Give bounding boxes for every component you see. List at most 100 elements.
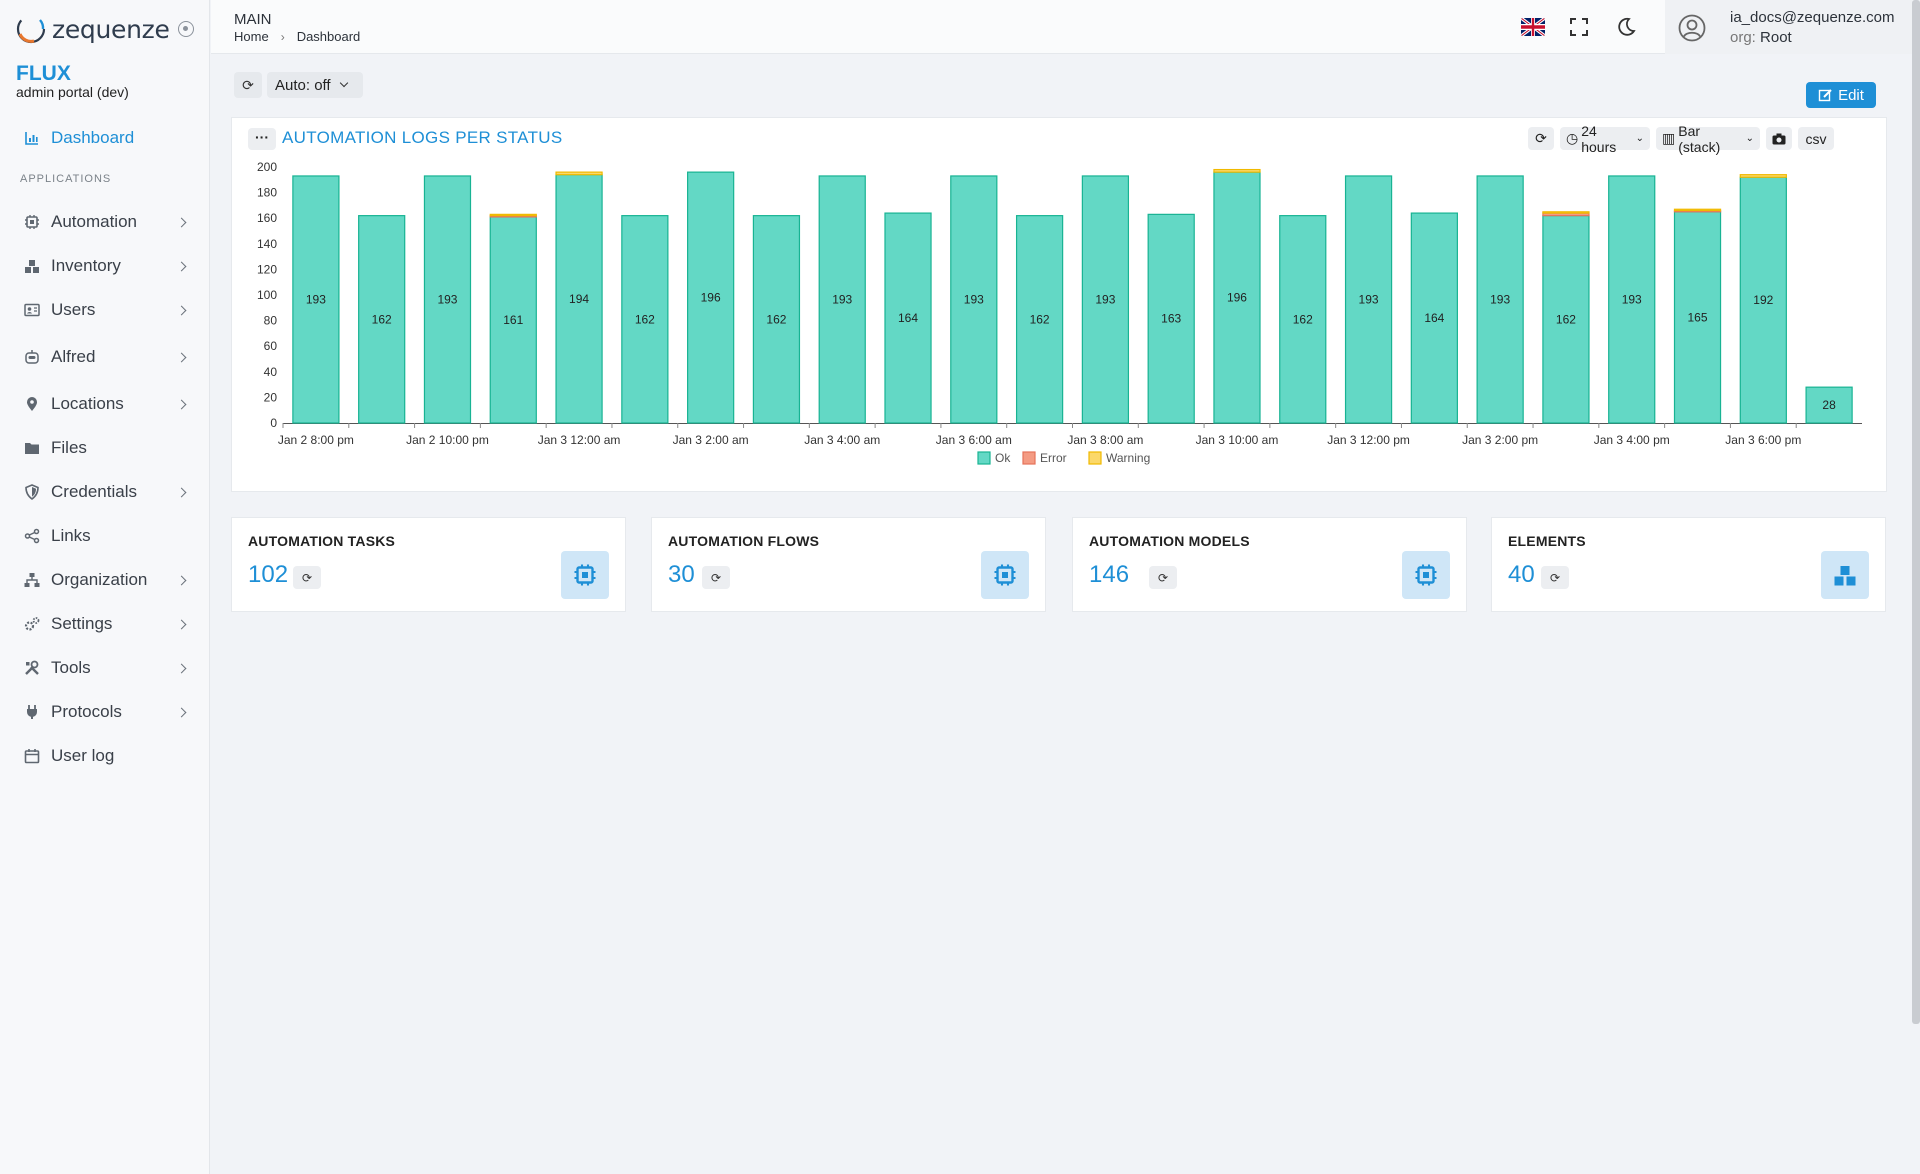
chevron-down-icon: ⌄ — [1745, 133, 1754, 144]
stat-card-automation-flows: AUTOMATION FLOWS 30 ⟳ — [651, 517, 1046, 612]
user-avatar-icon — [1678, 14, 1706, 42]
sitemap-icon — [24, 572, 40, 588]
edit-button[interactable]: Edit — [1806, 82, 1876, 108]
chart-refresh-button[interactable]: ⟳ — [1528, 127, 1554, 150]
sidebar-item-label: User log — [51, 746, 115, 765]
sidebar-item-user-log[interactable]: User log — [0, 736, 209, 776]
bar-data-label: 28 — [1822, 398, 1836, 412]
legend-label: Warning — [1106, 451, 1150, 465]
refresh-icon: ⟳ — [1157, 570, 1169, 585]
bar-ok — [621, 215, 669, 424]
bar-data-label: 164 — [898, 311, 918, 325]
auto-refresh-label: Auto: off — [275, 76, 331, 94]
card-menu-button[interactable]: ··· — [248, 128, 276, 150]
stat-label: AUTOMATION FLOWS — [668, 533, 820, 549]
bar-ok — [1279, 215, 1327, 424]
bar-data-label: 162 — [766, 312, 786, 326]
y-tick-label: 80 — [264, 314, 278, 328]
bar-ok — [555, 174, 603, 424]
sidebar-item-inventory[interactable]: Inventory — [0, 246, 209, 286]
sidebar-item-organization[interactable]: Organization — [0, 560, 209, 600]
stat-refresh-button[interactable]: ⟳ — [702, 566, 730, 589]
x-tick-label: Jan 3 6:00 pm — [1725, 433, 1801, 447]
time-range-dropdown[interactable]: ◷ 24 hours ⌄ — [1560, 123, 1650, 155]
csv-label: csv — [1805, 130, 1827, 147]
bar-ok — [1805, 386, 1853, 424]
bar-data-label: 192 — [1753, 293, 1773, 307]
user-menu[interactable]: ia_docs@zequenze.com org: Root — [1665, 0, 1920, 54]
stat-card-automation-models: AUTOMATION MODELS 146 ⟳ — [1072, 517, 1467, 612]
stat-refresh-button[interactable]: ⟳ — [1541, 566, 1569, 589]
bar-data-label: 162 — [1293, 312, 1313, 326]
csv-export-button[interactable]: csv — [1798, 127, 1834, 150]
sidebar-item-credentials[interactable]: Credentials — [0, 472, 209, 512]
bar-ok — [687, 171, 735, 424]
robot-icon — [24, 349, 40, 365]
chevron-right-icon — [176, 261, 187, 271]
sidebar-item-protocols[interactable]: Protocols — [0, 692, 209, 732]
chevron-right-icon — [176, 707, 187, 717]
sidebar-item-alfred[interactable]: Alfred — [0, 337, 209, 377]
bar-ok — [884, 212, 932, 424]
bar-data-label: 193 — [964, 292, 984, 306]
sidebar-item-locations[interactable]: Locations — [0, 384, 209, 424]
edit-icon — [1818, 88, 1832, 101]
sidebar-item-automation[interactable]: Automation — [0, 202, 209, 242]
screenshot-button[interactable] — [1766, 127, 1792, 150]
sidebar-item-links[interactable]: Links — [0, 516, 209, 556]
stat-refresh-button[interactable]: ⟳ — [1149, 566, 1177, 589]
sidebar-section-label: APPLICATIONS — [20, 173, 112, 185]
bar-ok — [1476, 175, 1524, 424]
bar-ok — [1739, 176, 1787, 424]
chart-type-dropdown[interactable]: ▥ Bar (stack) ⌄ — [1656, 123, 1760, 155]
y-tick-label: 180 — [257, 186, 277, 200]
page-scrollbar[interactable] — [1912, 0, 1920, 1024]
bar-ok — [1213, 171, 1261, 424]
pin-sidebar-icon[interactable] — [178, 21, 194, 37]
bar-ok — [1081, 175, 1130, 424]
sidebar-item-settings[interactable]: Settings — [0, 604, 209, 644]
sidebar-item-label: Alfred — [51, 347, 96, 366]
y-tick-label: 0 — [270, 416, 277, 430]
org-value: Root — [1760, 29, 1792, 46]
bar-data-label: 165 — [1688, 310, 1708, 324]
sidebar-item-dashboard[interactable]: Dashboard — [0, 118, 209, 158]
sidebar-item-users[interactable]: Users — [0, 290, 209, 330]
logo[interactable]: zequenze — [14, 12, 194, 46]
bar-ok — [489, 216, 537, 424]
sidebar-item-label: Links — [51, 526, 91, 545]
bar-data-label: 193 — [1622, 292, 1642, 306]
sidebar-item-files[interactable]: Files — [0, 428, 209, 468]
automation-logs-chart-card: ··· AUTOMATION LOGS PER STATUS ⟳ ◷ 24 ho… — [231, 117, 1887, 492]
breadcrumb-home[interactable]: Home — [234, 29, 269, 44]
sidebar-item-tools[interactable]: Tools — [0, 648, 209, 688]
id-card-icon — [24, 302, 40, 318]
stat-refresh-button[interactable]: ⟳ — [293, 566, 321, 589]
chevron-right-icon — [176, 217, 187, 227]
sidebar-item-label: Settings — [51, 614, 113, 633]
bar-data-label: 196 — [701, 291, 721, 305]
dashboard-refresh-button[interactable]: ⟳ — [234, 72, 262, 98]
org-key: org: — [1730, 29, 1756, 46]
folder-icon — [24, 440, 40, 456]
x-tick-label: Jan 3 6:00 am — [936, 433, 1012, 447]
sidebar-item-label: Inventory — [51, 256, 121, 275]
stat-label: AUTOMATION MODELS — [1089, 533, 1250, 549]
plug-icon — [24, 704, 40, 720]
fullscreen-icon[interactable] — [1569, 17, 1589, 37]
bar-data-label: 193 — [832, 292, 852, 306]
auto-refresh-dropdown[interactable]: Auto: off — [267, 72, 363, 98]
stat-label: AUTOMATION TASKS — [248, 533, 396, 549]
dark-mode-icon[interactable] — [1615, 16, 1637, 38]
language-flag-icon[interactable] — [1521, 18, 1545, 36]
breadcrumb-current: Dashboard — [296, 29, 361, 44]
bar-data-label: 193 — [306, 292, 326, 306]
chevron-right-icon — [176, 575, 187, 585]
stat-value: 30 — [668, 561, 695, 588]
stat-value: 40 — [1508, 561, 1535, 588]
sidebar-item-label: Dashboard — [51, 128, 135, 147]
stat-label: ELEMENTS — [1508, 533, 1586, 549]
calendar-icon — [24, 748, 40, 764]
edit-label: Edit — [1838, 86, 1864, 104]
sidebar-item-label: Credentials — [51, 482, 137, 501]
